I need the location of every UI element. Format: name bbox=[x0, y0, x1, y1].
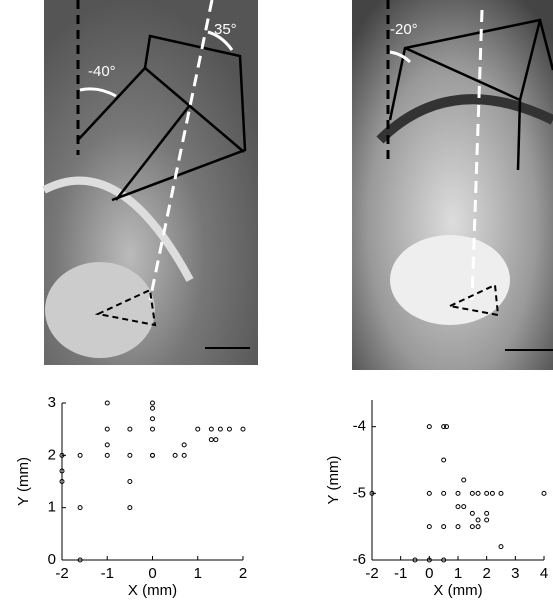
point bbox=[127, 426, 133, 432]
y-tick-label: 2 bbox=[48, 446, 56, 463]
point bbox=[369, 490, 375, 496]
point bbox=[127, 505, 133, 511]
point bbox=[461, 477, 467, 483]
point bbox=[150, 405, 155, 411]
mri-right: -20° bbox=[352, 0, 553, 370]
x-tick-label: 3 bbox=[511, 565, 519, 582]
point bbox=[181, 452, 187, 458]
point bbox=[59, 479, 65, 484]
point bbox=[59, 452, 65, 458]
mri-left: -40° 35° bbox=[42, 0, 258, 365]
y-tick-label: 1 bbox=[48, 499, 56, 516]
point bbox=[444, 424, 450, 430]
point bbox=[150, 426, 155, 432]
point bbox=[469, 510, 475, 516]
point bbox=[475, 524, 481, 530]
point bbox=[150, 452, 155, 458]
point bbox=[455, 524, 461, 530]
point bbox=[240, 426, 246, 432]
y-tick-label: -5 bbox=[353, 484, 366, 501]
point bbox=[172, 452, 178, 458]
point bbox=[77, 505, 83, 511]
point bbox=[461, 504, 467, 510]
x-axis-label: X (mm) bbox=[433, 582, 482, 599]
x-tick-label: 0 bbox=[425, 565, 433, 582]
y-tick-label: 3 bbox=[48, 394, 56, 411]
point bbox=[426, 424, 432, 430]
point bbox=[426, 490, 432, 496]
point bbox=[150, 416, 155, 422]
x-axis-label: X (mm) bbox=[128, 582, 177, 599]
point bbox=[127, 479, 133, 484]
point bbox=[489, 490, 495, 496]
point bbox=[426, 524, 432, 530]
point bbox=[455, 490, 461, 496]
x-tick-label: -1 bbox=[101, 565, 114, 582]
point bbox=[104, 442, 110, 448]
point bbox=[77, 452, 83, 458]
point bbox=[441, 524, 447, 530]
point bbox=[455, 504, 461, 510]
point bbox=[484, 510, 490, 516]
point bbox=[104, 452, 110, 458]
x-tick-label: 2 bbox=[239, 565, 247, 582]
x-tick-label: 0 bbox=[148, 565, 156, 582]
point bbox=[441, 557, 447, 563]
point bbox=[498, 490, 504, 496]
point bbox=[469, 490, 475, 496]
point bbox=[441, 424, 447, 430]
point bbox=[484, 490, 490, 496]
point bbox=[441, 490, 447, 496]
point bbox=[412, 557, 418, 563]
y-axis-label: Y (mm) bbox=[325, 456, 342, 505]
x-tick-label: -1 bbox=[394, 565, 407, 582]
point bbox=[541, 490, 547, 496]
point bbox=[208, 426, 214, 432]
point bbox=[484, 517, 490, 523]
point bbox=[475, 490, 481, 496]
x-tick-label: 2 bbox=[482, 565, 490, 582]
point bbox=[59, 468, 65, 474]
point bbox=[498, 544, 504, 550]
point bbox=[226, 426, 232, 432]
point bbox=[195, 426, 201, 432]
point bbox=[77, 557, 83, 563]
point bbox=[181, 442, 187, 448]
x-tick-label: -2 bbox=[365, 565, 378, 582]
point bbox=[104, 426, 110, 432]
y-tick-label: -4 bbox=[353, 418, 366, 435]
y-tick-label: 0 bbox=[48, 551, 56, 568]
angle-label: 35° bbox=[214, 21, 237, 38]
y-axis-label: Y (mm) bbox=[15, 457, 32, 506]
point bbox=[213, 437, 219, 443]
point bbox=[127, 452, 133, 458]
point bbox=[150, 400, 155, 406]
x-tick-label: 1 bbox=[454, 565, 462, 582]
point bbox=[475, 517, 481, 523]
point bbox=[441, 457, 447, 463]
angle-label: -40° bbox=[88, 63, 116, 80]
x-tick-label: 4 bbox=[540, 565, 548, 582]
point bbox=[469, 524, 475, 530]
point bbox=[208, 437, 214, 443]
point bbox=[217, 426, 223, 432]
point bbox=[104, 400, 110, 406]
x-tick-label: 1 bbox=[194, 565, 202, 582]
point bbox=[426, 557, 432, 563]
x-tick-label: -2 bbox=[55, 565, 68, 582]
y-tick-label: -6 bbox=[353, 551, 366, 568]
angle-label: -20° bbox=[390, 21, 418, 38]
